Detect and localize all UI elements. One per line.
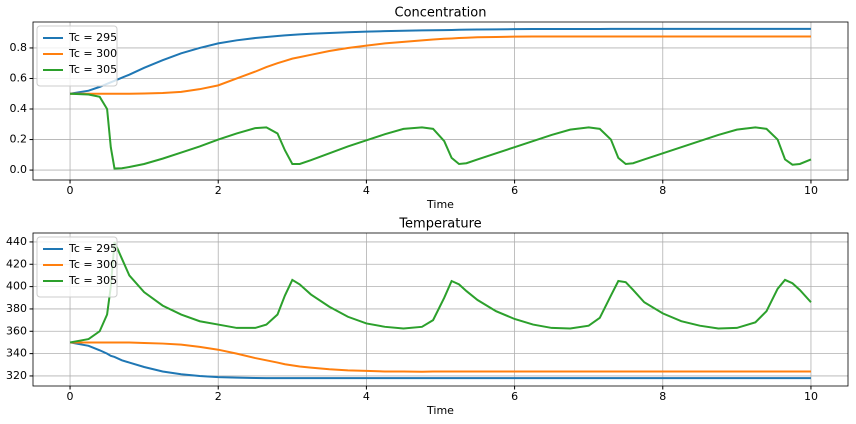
data-line bbox=[69, 241, 812, 344]
lines bbox=[69, 241, 812, 380]
subplot: 0 2 4 6 8 10 0.0 0.2 0.4 0.6 0.8 Concentration Time T… bbox=[10, 6, 849, 211]
legend-label: Tc = 295 bbox=[68, 242, 117, 255]
data-line bbox=[69, 341, 811, 380]
x-axis-label: Time bbox=[426, 404, 454, 417]
x-tick-label: 10 bbox=[804, 184, 818, 197]
y-tick-label: 0.6 bbox=[10, 71, 28, 84]
y-tick-label: 340 bbox=[6, 347, 27, 360]
y-tick-label: 360 bbox=[6, 324, 27, 337]
axes-frame bbox=[32, 232, 849, 387]
y-tick-label: 0.8 bbox=[10, 41, 28, 54]
x-tick-label: 10 bbox=[804, 390, 818, 403]
y-tick-label: 0.4 bbox=[10, 102, 28, 115]
legend-label: Tc = 300 bbox=[68, 47, 117, 60]
legend-label: Tc = 305 bbox=[68, 274, 117, 287]
y-tick-label: 0.0 bbox=[10, 163, 28, 176]
x-tick-label: 6 bbox=[511, 184, 518, 197]
x-tick-label: 0 bbox=[67, 184, 74, 197]
axes-frame bbox=[32, 21, 849, 181]
data-line bbox=[69, 27, 811, 95]
legend-label: Tc = 295 bbox=[68, 31, 117, 44]
chart-title: Temperature bbox=[398, 217, 481, 232]
x-tick-label: 4 bbox=[363, 390, 370, 403]
x-tick-label: 6 bbox=[511, 390, 518, 403]
x-tick-label: 4 bbox=[363, 184, 370, 197]
y-tick-label: 440 bbox=[6, 235, 27, 248]
x-tick-label: 0 bbox=[67, 390, 74, 403]
legend: Tc = 295 Tc = 300 Tc = 305 bbox=[36, 236, 118, 298]
y-tick-label: 320 bbox=[6, 369, 27, 382]
legend-label: Tc = 300 bbox=[68, 258, 117, 271]
x-tick-label: 8 bbox=[659, 184, 666, 197]
y-tick-label: 420 bbox=[6, 257, 27, 270]
x-tick-label: 2 bbox=[215, 390, 222, 403]
y-tick-label: 380 bbox=[6, 302, 27, 315]
x-tick-label: 8 bbox=[659, 390, 666, 403]
lines bbox=[69, 27, 812, 170]
subplot: 0 2 4 6 8 10 320 340 360 380 400 420 440 Temperature T… bbox=[6, 217, 849, 417]
data-line bbox=[70, 341, 811, 373]
legend-label: Tc = 305 bbox=[68, 63, 117, 76]
y-tick-label: 400 bbox=[6, 280, 27, 293]
data-line bbox=[70, 35, 811, 95]
x-axis-label: Time bbox=[426, 198, 454, 211]
legend: Tc = 295 Tc = 300 Tc = 305 bbox=[36, 25, 118, 87]
x-tick-label: 2 bbox=[215, 184, 222, 197]
y-tick-label: 0.2 bbox=[10, 133, 28, 146]
chart-title: Concentration bbox=[395, 6, 487, 21]
data-line bbox=[70, 92, 812, 170]
